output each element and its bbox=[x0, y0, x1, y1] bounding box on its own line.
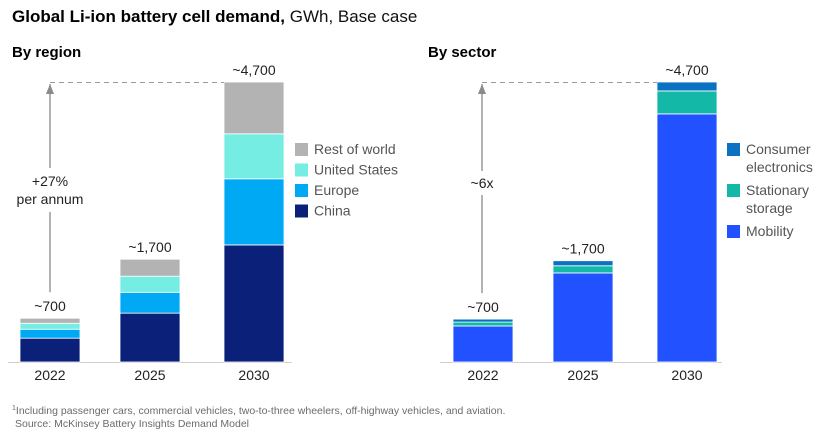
legend-swatch-consumer-electronics bbox=[727, 143, 740, 156]
total-label-2025: ~1,700 bbox=[128, 239, 171, 255]
bar-segment-china-2022 bbox=[19, 337, 81, 363]
legend-swatch-mobility bbox=[727, 225, 740, 238]
bar-segment-stationary-storage-2022 bbox=[452, 321, 514, 327]
footnote-text-line: 1Including passenger cars, commercial ve… bbox=[12, 402, 505, 418]
legend-label-united-states: United States bbox=[314, 162, 398, 178]
bar-segment-consumer-electronics-2030 bbox=[656, 81, 718, 92]
growth-annotation-value: +27% bbox=[32, 173, 68, 189]
chart-title-bold: Global Li-ion battery cell demand, bbox=[12, 7, 285, 26]
footnote-source: Source: McKinsey Battery Insights Demand… bbox=[15, 418, 250, 430]
bar-segment-rest-of-world-2022 bbox=[19, 317, 81, 324]
legend-label-consumer-electronics: Consumer bbox=[746, 141, 811, 157]
x-tick-label-2030: 2030 bbox=[671, 367, 702, 383]
bar-segment-rest-of-world-2025 bbox=[119, 258, 181, 277]
chart-title-rest: GWh, Base case bbox=[285, 7, 418, 26]
bar-segment-consumer-electronics-2025 bbox=[552, 260, 614, 267]
bar-segment-europe-2022 bbox=[19, 328, 81, 339]
x-tick-label-2030: 2030 bbox=[238, 367, 269, 383]
x-tick-label-2022: 2022 bbox=[34, 367, 65, 383]
x-tick-label-2025: 2025 bbox=[567, 367, 598, 383]
total-label-2030: ~4,700 bbox=[665, 62, 708, 78]
bar-segment-consumer-electronics-2022 bbox=[452, 318, 514, 323]
region-chart: ~700 2022 ~1,700 2025 ~4,700 2030 +27% per annu… bbox=[8, 62, 398, 383]
chart-title: Global Li-ion battery cell demand, GWh, … bbox=[12, 7, 417, 27]
sector-panel-title: By sector bbox=[428, 44, 497, 61]
legend-label-china: China bbox=[314, 203, 351, 219]
x-tick-label-2025: 2025 bbox=[134, 367, 165, 383]
total-label-2022: ~700 bbox=[34, 298, 66, 314]
bar-segment-europe-2025 bbox=[119, 291, 181, 314]
bar-segment-china-2025 bbox=[119, 312, 181, 363]
legend-label-stationary-storage: storage bbox=[746, 200, 793, 216]
legend-swatch-rest-of-world bbox=[295, 143, 308, 156]
bar-segment-mobility-2022 bbox=[452, 325, 514, 363]
bar-segment-united-states-2030 bbox=[223, 133, 285, 180]
legend-label-consumer-electronics: electronics bbox=[746, 159, 813, 175]
bar-segment-stationary-storage-2025 bbox=[552, 265, 614, 274]
legend-swatch-united-states bbox=[295, 163, 308, 177]
legend-label-rest-of-world: Rest of world bbox=[314, 141, 396, 157]
bar-segment-rest-of-world-2030 bbox=[223, 81, 285, 135]
bar-segment-europe-2030 bbox=[223, 178, 285, 246]
bar-segment-united-states-2025 bbox=[119, 275, 181, 293]
legend-swatch-china bbox=[295, 204, 308, 218]
total-label-2025: ~1,700 bbox=[561, 241, 604, 257]
bar-segment-china-2030 bbox=[223, 244, 285, 363]
bar-segment-mobility-2025 bbox=[552, 272, 614, 363]
footnote-marker: 1 bbox=[12, 405, 16, 412]
legend-label-europe: Europe bbox=[314, 182, 359, 198]
legend-label-stationary-storage: Stationary bbox=[746, 182, 809, 198]
legend-label-mobility: Mobility bbox=[746, 223, 793, 239]
growth-annotation-value: ~6x bbox=[471, 175, 494, 191]
bar-segment-stationary-storage-2030 bbox=[656, 90, 718, 115]
footnote-text: Including passenger cars, commercial veh… bbox=[15, 405, 506, 417]
region-panel-title: By region bbox=[12, 44, 82, 61]
legend-swatch-europe bbox=[295, 184, 308, 197]
bar-segment-mobility-2030 bbox=[656, 113, 718, 363]
total-label-2022: ~700 bbox=[467, 299, 499, 315]
footnote: 1Including passenger cars, commercial ve… bbox=[12, 402, 505, 431]
sector-chart: ~700 2022 ~1,700 2025 ~4,700 2030 ~6x Consumer e… bbox=[440, 62, 813, 383]
growth-annotation-unit: per annum bbox=[17, 191, 84, 207]
legend-swatch-stationary-storage bbox=[727, 184, 740, 197]
bar-segment-united-states-2022 bbox=[19, 322, 81, 330]
x-tick-label-2022: 2022 bbox=[467, 367, 498, 383]
total-label-2030: ~4,700 bbox=[232, 62, 275, 78]
